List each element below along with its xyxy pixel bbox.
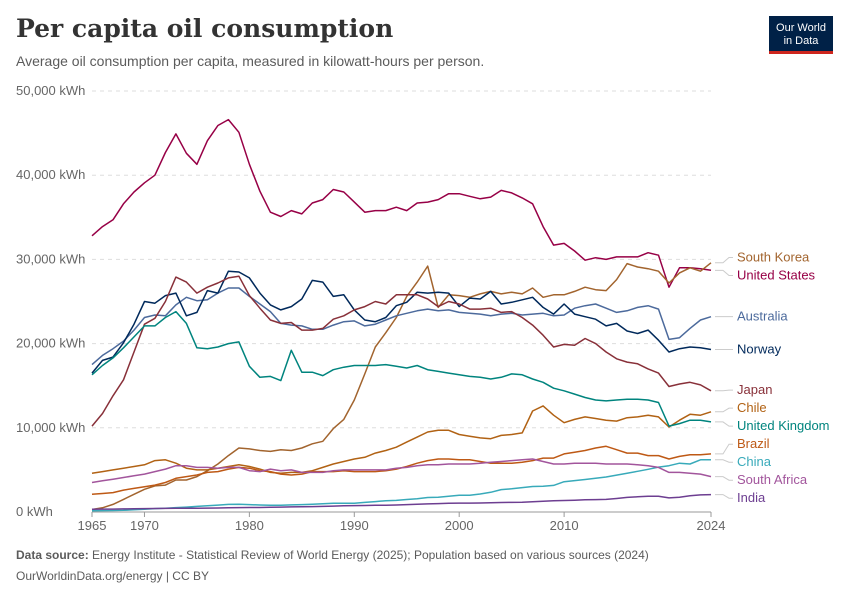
x-tick-label: 2024 (697, 518, 726, 533)
label-connector (715, 494, 733, 499)
label-connector (715, 421, 733, 427)
label-connector (715, 476, 733, 481)
y-tick-label: 0 kWh (16, 504, 53, 519)
series-line (91, 262, 712, 511)
series-line (91, 458, 712, 484)
gridlines (92, 90, 711, 513)
x-tick-label: 1970 (130, 518, 159, 533)
y-axis: 0 kWh 10,000 kWh 20,000 kWh 30,000 kWh 40,00… (16, 83, 85, 519)
series-label: India (737, 490, 766, 505)
x-tick-label: 2000 (445, 518, 474, 533)
series-line (91, 493, 712, 511)
source-text: Energy Institute - Statistical Review of… (88, 548, 649, 562)
chart-subtitle: Average oil consumption per capita, meas… (16, 53, 485, 69)
series-line (91, 459, 711, 512)
series-label: China (737, 454, 772, 469)
label-connector (715, 269, 733, 277)
y-tick-label: 30,000 kWh (16, 251, 85, 266)
x-tick-label: 2010 (550, 518, 579, 533)
series-line (91, 310, 712, 427)
owid-logo[interactable]: Our World in Data (769, 16, 833, 54)
legend-labels: South Korea United States Australia Norway J… (715, 250, 830, 505)
x-axis: 1965 1970 1980 1990 2000 2010 2024 (78, 512, 726, 533)
x-tick-label: 1980 (235, 518, 264, 533)
series-lines (91, 118, 712, 512)
series-label: Australia (737, 309, 788, 324)
series-label: United Kingdom (737, 418, 830, 433)
label-connector (715, 257, 733, 264)
label-connector (715, 389, 733, 392)
logo-accent-bar (769, 51, 833, 54)
x-tick-label: 1990 (340, 518, 369, 533)
source-note: Data source: Energy Institute - Statisti… (16, 548, 649, 562)
y-tick-label: 50,000 kWh (16, 83, 85, 98)
source-label: Data source: (16, 548, 89, 562)
x-tick-label: 1965 (78, 518, 107, 533)
series-line (91, 270, 712, 374)
series-label: Norway (737, 341, 782, 356)
series-label: United States (737, 268, 816, 283)
series-label: South Korea (737, 250, 810, 265)
series-line (91, 118, 712, 288)
label-connector (715, 459, 733, 463)
series-label: Japan (737, 382, 772, 397)
label-connector (715, 407, 733, 413)
chart-title: Per capita oil consumption (16, 14, 394, 43)
logo-line-1: Our World (776, 22, 826, 34)
y-tick-label: 10,000 kWh (16, 420, 85, 435)
source-link[interactable]: OurWorldinData.org/energy | CC BY (16, 569, 209, 583)
series-line (91, 275, 712, 427)
series-line (91, 405, 712, 475)
y-tick-label: 20,000 kWh (16, 336, 85, 351)
series-label: Chile (737, 400, 767, 415)
logo-line-2: in Data (783, 35, 819, 47)
label-connector (715, 443, 733, 455)
series-line (91, 445, 712, 496)
y-tick-label: 40,000 kWh (16, 167, 85, 182)
series-label: Brazil (737, 436, 770, 451)
series-line (91, 287, 712, 366)
series-label: South Africa (737, 472, 808, 487)
line-chart: 0 kWh 10,000 kWh 20,000 kWh 30,000 kWh 40,00… (16, 83, 830, 533)
